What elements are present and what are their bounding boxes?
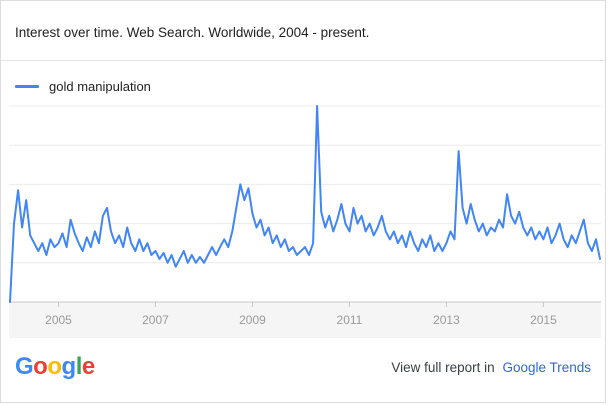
chart-title: Interest over time. Web Search. Worldwid… [1,1,605,61]
report-line: View full report in Google Trends [391,360,591,375]
x-tick-label: 2011 [337,313,363,327]
report-text: View full report in [391,359,495,375]
legend-line-swatch [15,85,39,88]
trend-chart-svg: 2005 2007 2009 2011 2013 2015 [9,105,601,338]
x-axis-strip [9,302,601,338]
footer: Google View full report in Google Trends [1,343,605,381]
legend-label: gold manipulation [49,79,151,94]
legend: gold manipulation [15,79,591,94]
x-tick-label: 2009 [239,313,266,327]
google-trends-link[interactable]: Google Trends [502,359,591,375]
x-tick-label: 2005 [45,313,72,327]
x-tick-label: 2015 [530,313,557,327]
google-logo-letter: G [15,353,34,380]
google-logo-letter: g [61,353,77,380]
x-tick-label: 2013 [433,313,460,327]
x-tick-label: 2007 [142,313,169,327]
chart-area: 2005 2007 2009 2011 2013 2015 [9,102,601,343]
google-logo-letter: o [33,353,48,380]
google-logo[interactable]: Google [15,353,95,381]
trend-line-series [9,105,601,303]
google-logo-letter: e [81,353,95,380]
google-logo-letter: o [47,353,62,380]
google-logo-letter: l [75,353,83,380]
